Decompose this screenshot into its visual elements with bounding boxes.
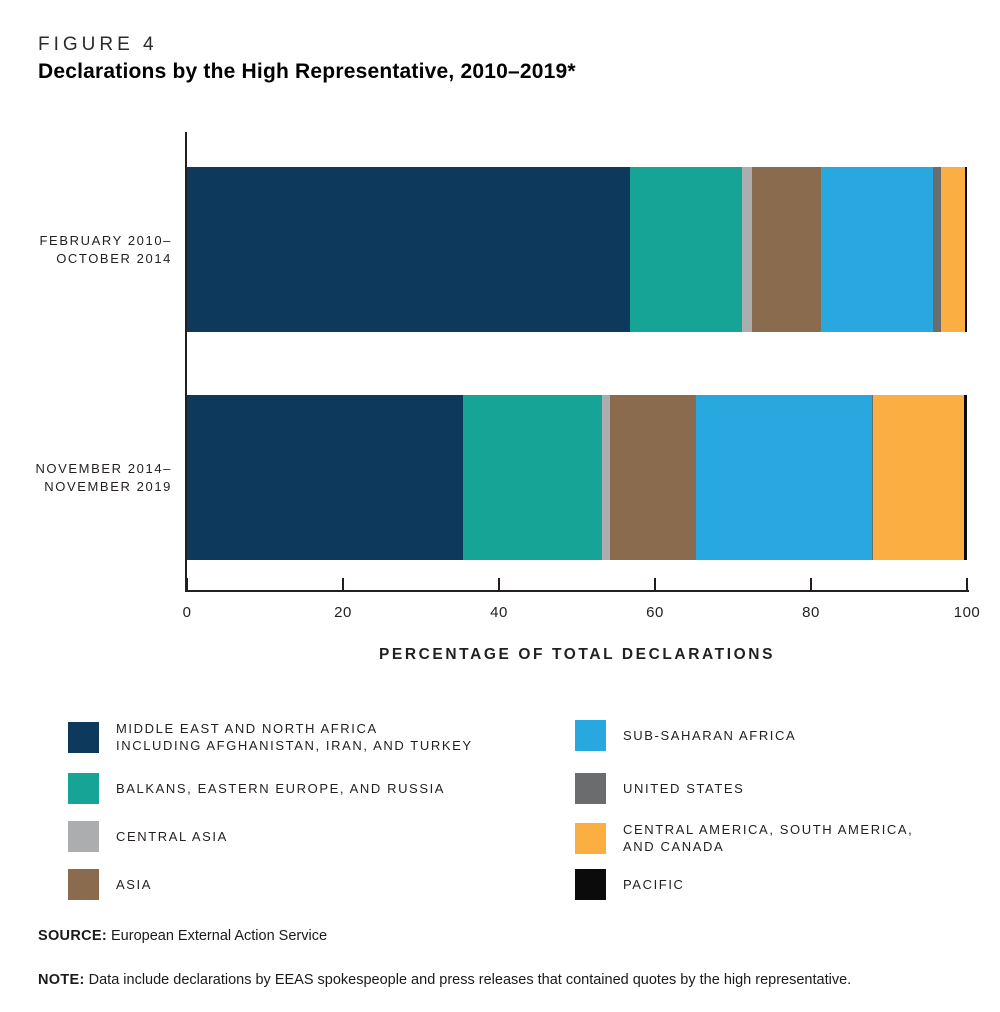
bar-segment-pacific: [964, 167, 967, 332]
x-axis-tick: [186, 578, 188, 591]
category-label-line: FEBRUARY 2010–: [39, 232, 172, 248]
stacked-bar: [187, 395, 967, 560]
legend-label: PACIFIC: [623, 877, 685, 892]
bar-segment-central-asia: [742, 167, 752, 332]
x-axis-tick: [810, 578, 812, 591]
bar-segment-central-america-south-america-and-canada: [941, 167, 965, 332]
category-label-line: OCTOBER 2014: [56, 250, 172, 266]
x-axis-tick-label: 20: [334, 604, 352, 621]
category-label: NOVEMBER 2014– NOVEMBER 2019: [0, 460, 172, 496]
legend-label: CENTRAL AMERICA, SOUTH AMERICA, AND CANAD…: [623, 822, 914, 854]
figure-label: FIGURE 4: [38, 34, 158, 55]
note-text: Data include declarations by EEAS spokes…: [88, 972, 852, 988]
legend-item-sub-saharan-africa: SUB-SAHARAN AFRICA: [575, 720, 796, 751]
category-label-line: NOVEMBER 2014–: [35, 460, 172, 476]
note-line: NOTE: Data include declarations by EEAS …: [38, 972, 851, 988]
bar-row: FEBRUARY 2010– OCTOBER 2014: [0, 167, 1000, 332]
bar-segment-central-asia: [601, 395, 610, 560]
legend-label: ASIA: [116, 877, 153, 892]
bar-segment-sub-saharan-africa: [821, 167, 934, 332]
bar-row: NOVEMBER 2014– NOVEMBER 2019: [0, 395, 1000, 560]
x-axis-tick-label: 60: [646, 604, 664, 621]
legend-swatch: [575, 822, 606, 854]
legend-item-united-states: UNITED STATES: [575, 773, 744, 804]
bar-segment-balkans-eastern-europe-and-russia: [463, 395, 602, 560]
bar-segment-sub-saharan-africa: [696, 395, 872, 560]
source-text: European External Action Service: [111, 928, 328, 944]
bar-segment-asia: [609, 395, 697, 560]
source-line: SOURCE: European External Action Service: [38, 928, 327, 944]
legend-label: UNITED STATES: [623, 781, 745, 796]
x-axis-tick-label: 40: [490, 604, 508, 621]
bar-segment-united-states: [933, 167, 942, 332]
legend-swatch: [575, 720, 606, 751]
category-label: FEBRUARY 2010– OCTOBER 2014: [0, 232, 172, 268]
figure-title: Declarations by the High Representative,…: [38, 60, 576, 83]
legend-item-middle-east-and-north-africa-including-a: MIDDLE EAST AND NORTH AFRICA INCLUDING AF…: [68, 720, 473, 754]
legend-item-balkans-eastern-europe-and-russia: BALKANS, EASTERN EUROPE, AND RUSSIA: [68, 773, 445, 804]
x-axis: 0 20 40 60 80 100: [183, 578, 980, 638]
x-axis-tick: [498, 578, 500, 591]
bar-segment-middle-east-and-north-africa-including-a: [187, 167, 631, 332]
bar-segment-middle-east-and-north-africa-including-a: [187, 395, 464, 560]
x-axis-tick-label: 80: [802, 604, 820, 621]
stacked-bar-chart: FEBRUARY 2010– OCTOBER 2014 NOVEMBER 201…: [0, 130, 1000, 690]
bar-segment-pacific: [963, 395, 967, 560]
x-axis-title: PERCENTAGE OF TOTAL DECLARATIONS: [378, 646, 776, 663]
legend-label: CENTRAL ASIA: [116, 829, 228, 844]
x-axis-tick-label: 0: [182, 604, 192, 621]
bar-segment-united-states: [871, 395, 874, 560]
legend-item-asia: ASIA: [68, 869, 152, 900]
bar-segment-central-america-south-america-and-canada: [873, 395, 964, 560]
legend-swatch: [68, 869, 99, 900]
x-axis-tick: [342, 578, 344, 591]
x-axis-line: [185, 590, 969, 592]
legend-swatch: [68, 821, 99, 852]
note-label: NOTE:: [38, 972, 85, 988]
legend-swatch: [68, 721, 99, 753]
legend-item-central-asia: CENTRAL ASIA: [68, 821, 228, 852]
x-axis-tick-label: 100: [953, 604, 981, 621]
legend-swatch: [68, 773, 99, 804]
legend-swatch: [575, 773, 606, 804]
bar-segment-asia: [751, 167, 822, 332]
legend-item-central-america-south-america-and-canada: CENTRAL AMERICA, SOUTH AMERICA, AND CANAD…: [575, 821, 913, 855]
legend-item-pacific: PACIFIC: [575, 869, 685, 900]
stacked-bar: [187, 167, 967, 332]
bar-segment-balkans-eastern-europe-and-russia: [630, 167, 743, 332]
source-label: SOURCE:: [38, 928, 107, 944]
legend-label: MIDDLE EAST AND NORTH AFRICA INCLUDING AF…: [116, 721, 473, 753]
x-axis-tick: [966, 578, 968, 591]
legend-label: SUB-SAHARAN AFRICA: [623, 728, 797, 743]
x-axis-tick: [654, 578, 656, 591]
legend-label: BALKANS, EASTERN EUROPE, AND RUSSIA: [116, 781, 446, 796]
y-axis-line: [185, 132, 187, 592]
legend-swatch: [575, 869, 606, 900]
category-label-line: NOVEMBER 2019: [44, 478, 172, 494]
